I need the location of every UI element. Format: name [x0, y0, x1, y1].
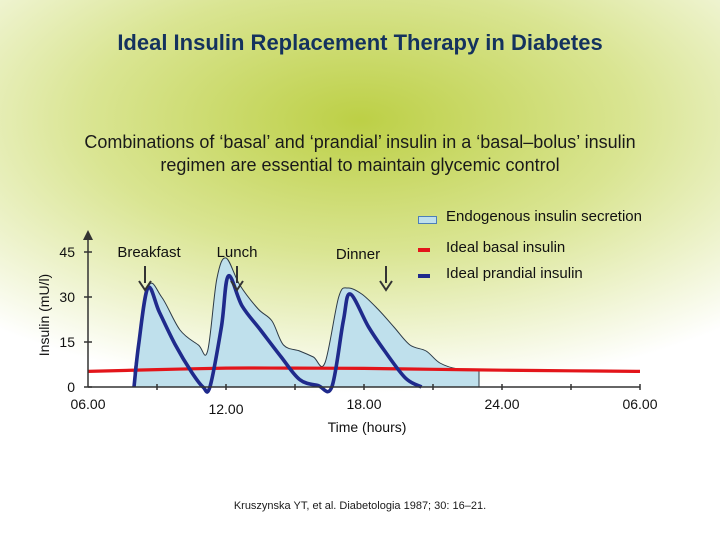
- x-tick-label: 18.00: [346, 396, 381, 412]
- x-tick-label: 06.00: [70, 396, 105, 412]
- basal-line: [87, 366, 641, 373]
- legend-swatch-basal: [418, 248, 430, 252]
- y-axis-arrow: [83, 230, 93, 240]
- meal-arrow-head: [138, 280, 152, 292]
- x-tick-label: 24.00: [484, 396, 519, 412]
- citation: Kruszynska YT, et al. Diabetologia 1987;…: [233, 500, 487, 512]
- legend-swatch-endogenous: [418, 216, 437, 224]
- legend-label-prandial: Ideal prandial insulin: [446, 265, 583, 282]
- legend-swatch-prandial: [418, 274, 430, 278]
- x-tick-label: 12.00: [208, 401, 243, 417]
- subtitle-line-1: Combinations of ‘basal’ and ‘prandial’ i…: [84, 132, 636, 152]
- meal-label: Breakfast: [117, 244, 181, 261]
- y-axis-label: Insulin (mU/l): [36, 274, 52, 356]
- slide-subtitle: Combinations of ‘basal’ and ‘prandial’ i…: [30, 131, 690, 177]
- y-tick-label: 45: [59, 244, 75, 260]
- legend-label-endogenous: Endogenous insulin secretion: [446, 208, 642, 225]
- endogenous-area: [133, 257, 480, 388]
- legend-label-basal: Ideal basal insulin: [446, 239, 566, 256]
- slide-title: Ideal Insulin Replacement Therapy in Dia…: [117, 30, 603, 55]
- meal-arrow-head: [379, 280, 393, 292]
- prandial-line: [132, 274, 423, 394]
- y-tick-label: 0: [67, 379, 75, 395]
- x-tick-label: 06.00: [622, 396, 657, 412]
- meal-arrow-head: [230, 280, 244, 292]
- y-tick-label: 15: [59, 334, 75, 350]
- meal-label: Dinner: [336, 246, 380, 263]
- subtitle-line-2: regimen are essential to maintain glycem…: [160, 155, 560, 175]
- x-axis-label: Time (hours): [328, 419, 407, 435]
- meal-label: Lunch: [217, 244, 258, 261]
- y-tick-label: 30: [59, 289, 75, 305]
